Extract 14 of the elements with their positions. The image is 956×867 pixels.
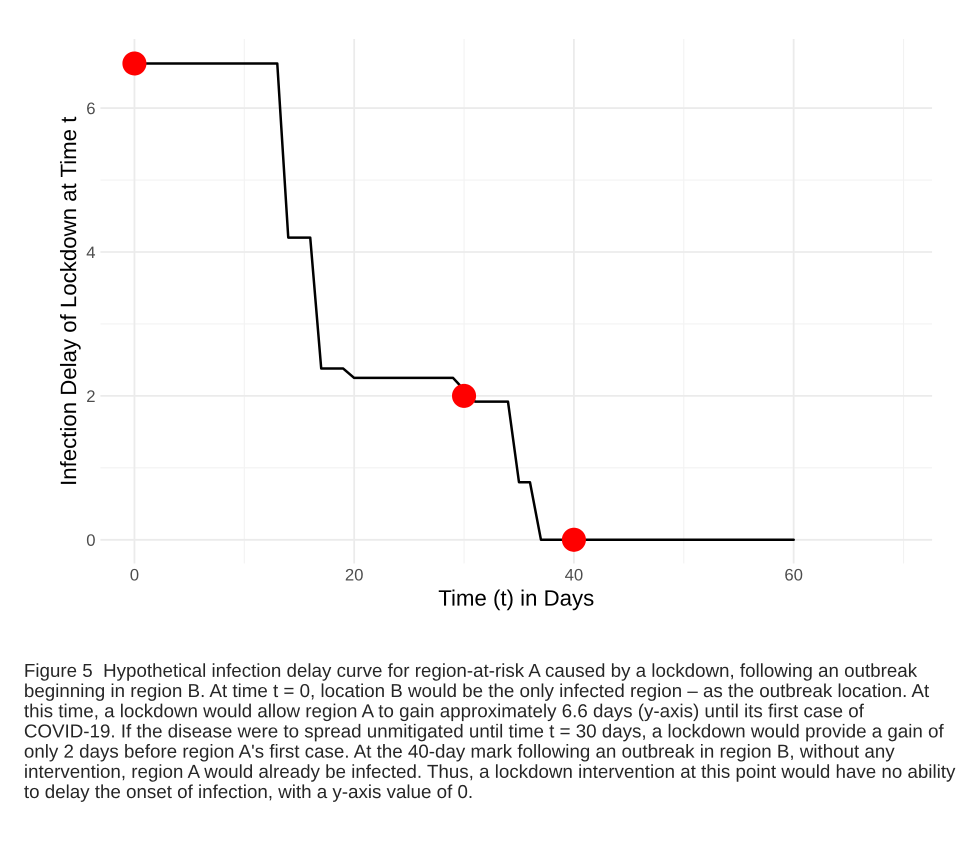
x-tick-label: 60	[785, 568, 802, 581]
x-tick-label: 0	[130, 568, 138, 581]
point	[452, 384, 476, 408]
point	[122, 51, 146, 76]
point	[562, 528, 586, 552]
y-tick-label: 0	[86, 534, 95, 546]
x-tick-label: 40	[565, 568, 583, 581]
y-tick-label: 6	[87, 102, 95, 114]
y-axis-title: Infection Delay of Lockdown at Time t	[60, 116, 81, 484]
x-tick-label: 20	[346, 568, 363, 581]
y-tick-label: 2	[87, 390, 95, 402]
y-tick-label: 4	[86, 246, 96, 258]
caption: Figure 5 Hypothetical infection delay curve for region-at-risk A caused by a lockdown, following an outbreak beginning in region B. At time t = 0, location B would be the only infected region – as the outbreak location. At this time, a lockdown would allow region A to gain approximately 6.6 days (y-axis) until its first case of COVID-19. If the disease were to spread unmitigated until time t = 30 days, a lockdown would provide a gain of only 2 days before region A's first case. At the 40-day mark following an outbreak in region B, without any intervention, region A would already be infected. Thus, a lockdown intervention at this point would have no ability to delay the onset of infection, with a y-axis value of 0.	[24, 663, 956, 802]
x-axis-title: Time (t) in Days	[438, 590, 594, 610]
